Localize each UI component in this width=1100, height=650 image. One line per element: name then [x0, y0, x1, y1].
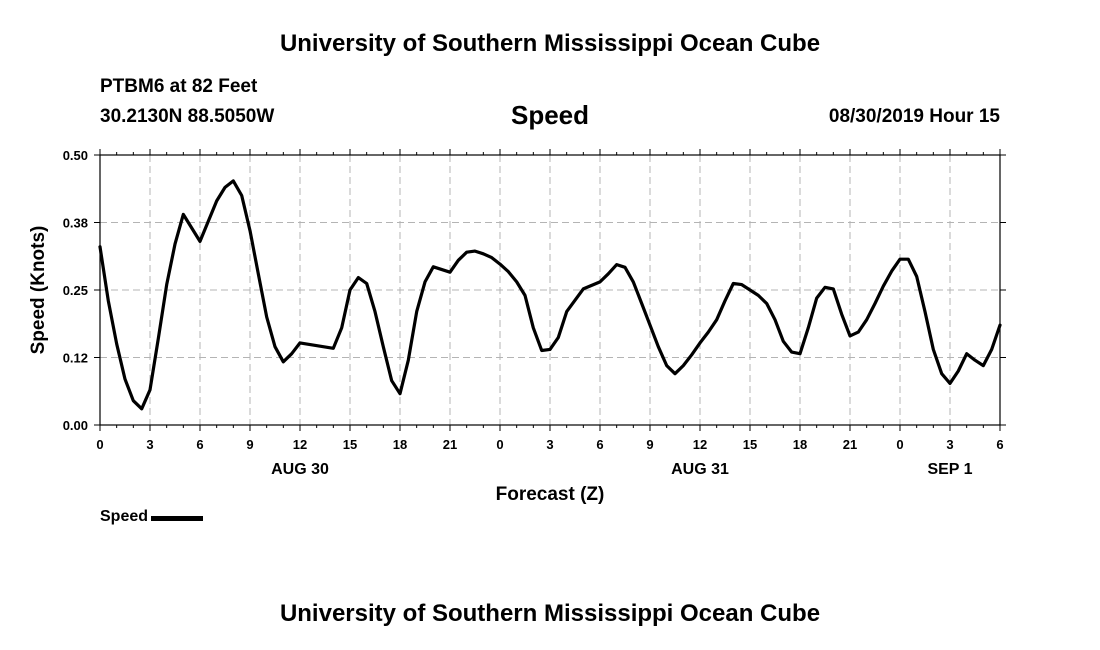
speed-series-line [98, 179, 1002, 411]
x-tick-label: 21 [443, 437, 457, 452]
y-axis-title: Speed (Knots) [28, 226, 49, 355]
x-tick-label: 6 [996, 437, 1003, 452]
speed-chart: 0 3 6 9 12 15 18 21 0 3 6 9 12 15 18 21 0 3 6 0.00 0.12 0.25 0… [28, 148, 1006, 505]
coordinates-label: 30.2130N 88.5050W [100, 106, 275, 127]
legend: Speed [100, 508, 204, 526]
x-tick-label: 0 [496, 437, 503, 452]
y-tick-label: 0.38 [63, 216, 88, 231]
station-label: PTBM6 at 82 Feet [100, 76, 258, 97]
y-tick-label: 0.50 [63, 148, 88, 163]
grid-layer [100, 155, 1000, 425]
legend-label: Speed [100, 508, 149, 525]
x-tick-label: 3 [146, 437, 153, 452]
x-axis-title: Forecast (Z) [496, 484, 605, 505]
y-tick-label: 0.12 [63, 351, 88, 366]
datetime-label: 08/30/2019 Hour 15 [828, 106, 1000, 127]
label-layer: 0 3 6 9 12 15 18 21 0 3 6 9 12 15 18 21 0 3 6 0.00 0.12 0.25 0… [63, 148, 1004, 478]
x-tick-label: 3 [546, 437, 553, 452]
x-tick-label: 9 [246, 437, 253, 452]
x-tick-label: 18 [793, 437, 807, 452]
x-tick-label: 12 [693, 437, 707, 452]
header-title: University of Southern Mississippi Ocean… [279, 30, 821, 57]
chart-variable-title: Speed [510, 100, 590, 130]
x-tick-label: 15 [743, 437, 757, 452]
day-label: AUG 30 [271, 461, 329, 478]
x-tick-label: 12 [293, 437, 307, 452]
x-tick-label: 15 [343, 437, 357, 452]
y-tick-label: 0.25 [63, 283, 88, 298]
x-tick-label: 18 [393, 437, 407, 452]
day-label: SEP 1 [927, 461, 972, 478]
footer-title: University of Southern Mississippi Ocean… [279, 600, 821, 627]
x-tick-label: 21 [843, 437, 857, 452]
x-tick-label: 0 [896, 437, 903, 452]
x-tick-label: 6 [596, 437, 603, 452]
x-tick-label: 0 [96, 437, 103, 452]
plot-frame [99, 154, 1001, 426]
x-tick-label: 6 [196, 437, 203, 452]
legend-swatch [151, 516, 204, 521]
day-label: AUG 31 [671, 461, 729, 478]
x-tick-label: 9 [646, 437, 653, 452]
x-tick-label: 3 [946, 437, 953, 452]
y-tick-label: 0.00 [63, 418, 88, 433]
